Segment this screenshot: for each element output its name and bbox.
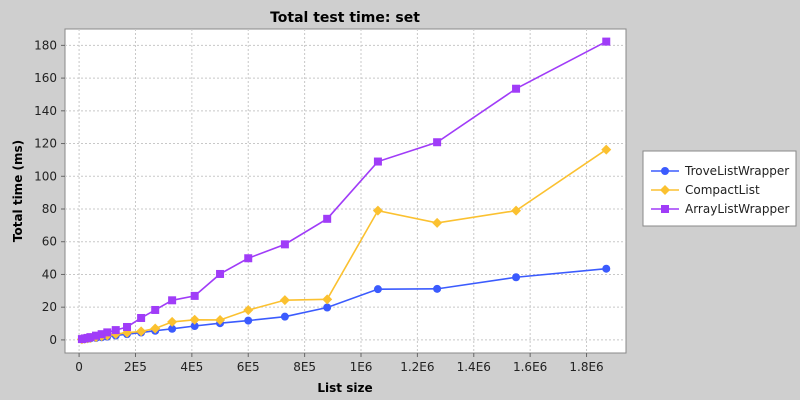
y-tick-label: 140 [34, 104, 57, 118]
y-tick-label: 40 [42, 267, 57, 281]
legend-item: ArrayListWrapper [651, 202, 790, 216]
legend-marker [661, 205, 669, 213]
plot-background [64, 28, 627, 354]
legend-item: CompactList [651, 183, 760, 197]
y-tick-label: 80 [42, 202, 57, 216]
x-axis-label: List size [317, 381, 372, 395]
x-tick-label: 6E5 [237, 360, 260, 374]
data-point [433, 284, 442, 293]
y-tick-label: 180 [34, 38, 57, 52]
data-point [168, 324, 177, 333]
data-point [323, 303, 332, 312]
y-tick-label: 100 [34, 169, 57, 183]
data-point [280, 312, 289, 321]
data-point [243, 305, 254, 316]
y-tick-label: 120 [34, 137, 57, 151]
x-tick-label: 1.8E6 [569, 360, 603, 374]
data-point [432, 217, 443, 228]
data-point [103, 328, 112, 337]
data-point [280, 240, 289, 249]
ticks: 0 20 40 60 80 100 120 140 160 180 0 2E5 4E5 6E5 8E5 1E6… [34, 38, 604, 374]
data-point [511, 205, 522, 216]
data-point [167, 316, 178, 327]
x-tick-label: 4E5 [180, 360, 203, 374]
y-tick-label: 60 [42, 235, 57, 249]
legend-marker [661, 167, 669, 175]
data-point [150, 323, 161, 334]
data-point [601, 144, 612, 155]
data-point [373, 285, 382, 294]
data-point [216, 269, 225, 278]
data-point [244, 316, 253, 325]
data-point [433, 138, 442, 147]
x-tick-label: 1.4E6 [457, 360, 491, 374]
data-point [151, 305, 160, 314]
data-point [322, 294, 333, 305]
legend-items: TroveListWrapper CompactList ArrayListWrap… [651, 164, 790, 216]
data-point [512, 273, 521, 282]
data-point [372, 205, 383, 216]
x-tick-label: 2E5 [124, 360, 147, 374]
x-tick-label: 1E6 [350, 360, 373, 374]
data-point [111, 326, 120, 335]
data-point [189, 314, 200, 325]
series-layer [76, 37, 612, 345]
data-point [168, 296, 177, 305]
data-point [123, 322, 132, 331]
data-point [190, 291, 199, 300]
x-tick-label: 1.6E6 [513, 360, 547, 374]
data-point [323, 214, 332, 223]
x-tick-label: 1.2E6 [400, 360, 434, 374]
legend-label: ArrayListWrapper [685, 202, 790, 216]
data-point [97, 330, 106, 339]
data-point [92, 331, 101, 340]
chart-title: Total test time: set [270, 10, 420, 26]
y-tick-label: 160 [34, 71, 57, 85]
data-point [190, 322, 199, 330]
data-point [137, 313, 146, 322]
legend-item: TroveListWrapper [651, 164, 789, 178]
data-point [136, 326, 147, 337]
data-point [244, 254, 253, 263]
y-tick-label: 20 [42, 300, 57, 314]
data-point [279, 295, 290, 306]
data-point [215, 314, 226, 325]
x-tick-label: 8E5 [293, 360, 316, 374]
y-tick-label: 0 [49, 333, 57, 347]
data-point [602, 37, 611, 46]
x-tick-label: 0 [75, 360, 83, 374]
legend-label: TroveListWrapper [684, 164, 789, 178]
data-point [602, 264, 611, 273]
y-axis-label: Total time (ms) [11, 140, 25, 242]
data-point [86, 333, 95, 342]
series-ArrayListWrapper [77, 37, 611, 344]
data-point [373, 157, 382, 166]
legend: TroveListWrapper CompactList ArrayListWrap… [642, 150, 797, 227]
legend-label: CompactList [685, 183, 760, 197]
legend-marker [660, 185, 670, 195]
data-point [512, 84, 521, 93]
